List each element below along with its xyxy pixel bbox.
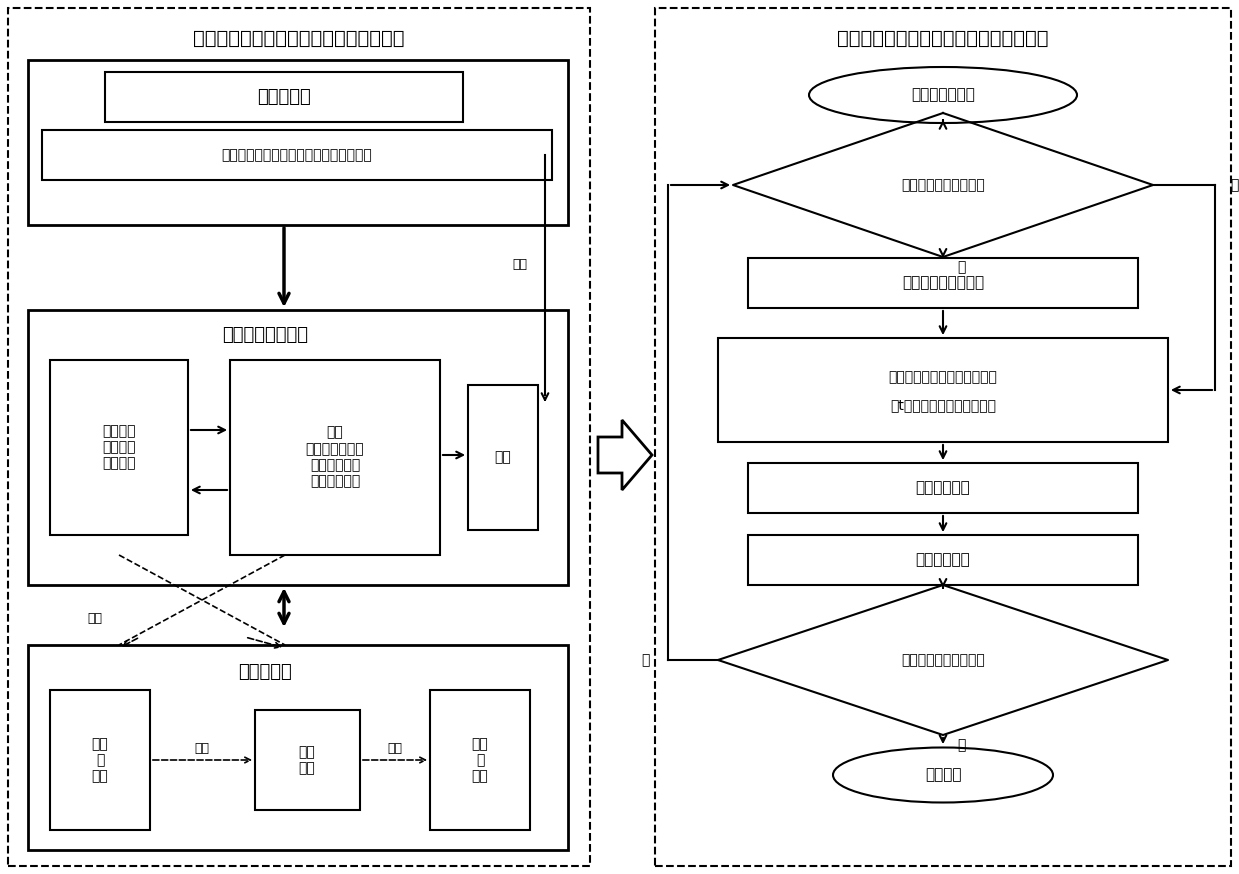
Bar xyxy=(7,8,590,866)
Text: 是: 是 xyxy=(957,738,965,752)
Text: 离散性信息: 离散性信息 xyxy=(238,663,292,681)
Bar xyxy=(50,690,150,830)
Text: 确定当前使能变迁集: 确定当前使能变迁集 xyxy=(902,275,984,290)
Text: 信息
或
状态: 信息 或 状态 xyxy=(92,737,108,783)
Bar xyxy=(748,258,1137,308)
Text: 连续性能流、物流: 连续性能流、物流 xyxy=(222,326,309,344)
Text: 输出: 输出 xyxy=(388,741,403,754)
Text: 推进仿真时钟: 推进仿真时钟 xyxy=(916,481,970,496)
Text: 不确定因素: 不确定因素 xyxy=(258,88,311,106)
Bar xyxy=(468,385,538,530)
Text: 刻t使能设备的瞬时激发速率: 刻t使能设备的瞬时激发速率 xyxy=(890,398,996,412)
Text: 仿真结束: 仿真结束 xyxy=(924,767,961,782)
Text: 各不确定因素间三角模糊数互补判断矩阵: 各不确定因素间三角模糊数互补判断矩阵 xyxy=(222,148,373,162)
Text: 信息
或
状态: 信息 或 状态 xyxy=(472,737,488,783)
Text: 初始化模型参数: 初始化模型参数 xyxy=(911,87,975,102)
Bar xyxy=(255,710,361,810)
Bar xyxy=(50,360,188,535)
Bar xyxy=(717,338,1168,442)
Bar xyxy=(42,130,553,180)
Text: 设备
（瞬时激发速率
（活动规则）
（设备模型）: 设备 （瞬时激发速率 （活动规则） （设备模型） xyxy=(306,426,364,489)
Bar xyxy=(655,8,1232,866)
Text: 否: 否 xyxy=(642,653,650,667)
Bar xyxy=(748,463,1137,513)
Text: 更新资源标识: 更新资源标识 xyxy=(916,552,970,567)
Text: 划分新的稳态区间否？: 划分新的稳态区间否？ xyxy=(901,178,985,192)
Text: 资源仓库
（物料）
（能源）: 资源仓库 （物料） （能源） xyxy=(103,424,136,470)
Text: 时间或标识达到目标？: 时间或标识达到目标？ xyxy=(901,653,985,667)
Bar xyxy=(430,690,530,830)
Text: 交互: 交互 xyxy=(88,612,103,625)
Bar xyxy=(105,72,463,122)
Bar xyxy=(28,60,567,225)
Bar xyxy=(28,310,567,585)
Bar xyxy=(28,645,567,850)
Ellipse shape xyxy=(809,67,1077,123)
Text: 改变: 改变 xyxy=(513,259,528,272)
Text: 计算不确定因素作用下当前时: 计算不确定因素作用下当前时 xyxy=(888,370,997,384)
Text: 是: 是 xyxy=(957,260,965,274)
Bar xyxy=(748,535,1137,585)
Polygon shape xyxy=(598,420,652,490)
Text: 输入: 输入 xyxy=(195,741,209,754)
Bar xyxy=(230,360,440,555)
Text: 产品: 产品 xyxy=(494,450,512,464)
Text: 不确定因素作用下流程工业能耗过程仿真: 不确定因素作用下流程工业能耗过程仿真 xyxy=(838,29,1048,47)
Text: 否: 否 xyxy=(1230,178,1238,192)
Text: 不确定因素作用下流程工业能耗过程建模: 不确定因素作用下流程工业能耗过程建模 xyxy=(193,29,405,47)
Text: 逻辑
操作: 逻辑 操作 xyxy=(299,745,316,775)
Ellipse shape xyxy=(833,747,1053,802)
